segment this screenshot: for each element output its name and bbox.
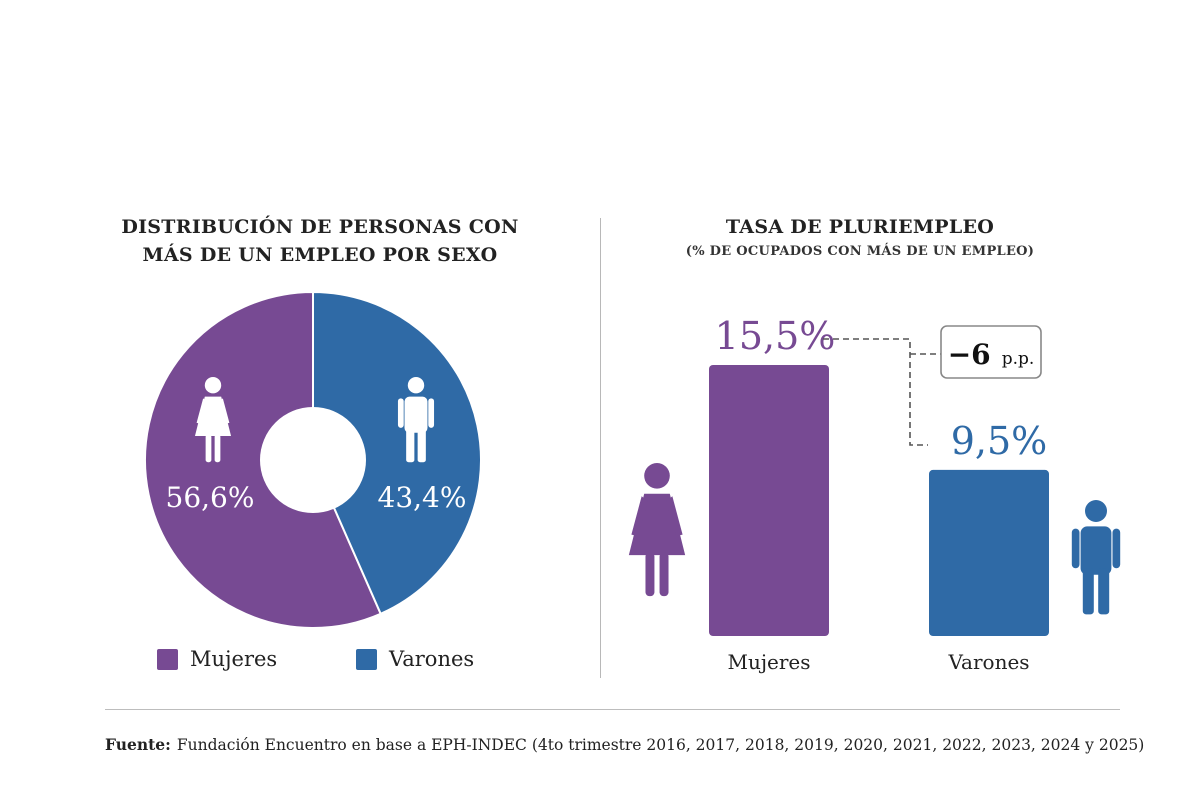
vertical-divider [600,218,601,678]
bar-chart-title: TASA DE PLURIEMPLEO [725,216,995,238]
pie-chart-title: DISTRIBUCIÓN DE PERSONAS CON MÁS DE UN E… [100,213,540,269]
footer-divider [105,709,1120,710]
donut-hole [260,407,366,513]
source-note: Fuente: Fundación Encuentro en base a EPH… [105,735,1144,754]
man-bar-icon [1071,500,1121,615]
pie-title-line-1: DISTRIBUCIÓN DE PERSONAS CON [121,216,519,238]
annotation-connector [823,338,928,446]
annotation-label: −6 p.p. [948,338,1035,371]
legend-swatch-varones [356,648,377,670]
bar-varones [929,469,1049,636]
pie-value-label-mujeres: 56,6% [166,481,255,514]
bar-category-label-mujeres: Mujeres [727,650,810,674]
legend-label-varones: Varones [389,647,475,671]
source-text: Fundación Encuentro en base a EPH-INDEC … [176,736,1145,754]
legend-item-mujeres: Mujeres [157,647,277,671]
woman-bar-icon [628,463,686,597]
annotation-box [940,325,1042,379]
source-label: Fuente: [105,735,171,754]
legend-label-mujeres: Mujeres [190,647,278,671]
bar-chart: 15,5% Mujeres 9,5% Varones [628,314,1121,674]
pie-slice-varones [312,290,482,616]
pie-chart: 56,6% 43,4% [144,290,482,629]
pie-value-label-varones: 43,4% [378,481,467,514]
bar-value-label-mujeres: 15,5% [715,314,836,358]
man-icon [397,377,435,463]
bar-value-label-varones: 9,5% [951,419,1048,463]
legend-swatch-mujeres [157,648,178,670]
bar-chart-subtitle: (% DE OCUPADOS CON MÁS DE UN EMPLEO) [685,244,1035,259]
annotation-value: −6 [948,338,991,371]
difference-annotation: −6 p.p. [823,325,1042,446]
bar-category-label-varones: Varones [947,650,1029,674]
legend-item-varones: Varones [356,647,474,671]
bar-mujeres [709,365,829,636]
annotation-unit: p.p. [1002,349,1035,369]
woman-icon [194,377,232,463]
pie-title-line-2: MÁS DE UN EMPLEO POR SEXO [142,244,498,266]
